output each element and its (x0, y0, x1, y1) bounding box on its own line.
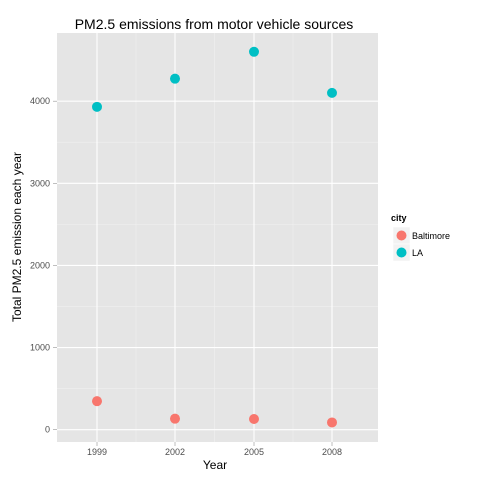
legend-key-la (396, 247, 407, 258)
point-la (249, 46, 259, 57)
legend-label-baltimore: Baltimore (412, 231, 450, 241)
y-tick-label: 1000 (30, 343, 50, 353)
legend-label-la: LA (412, 248, 423, 258)
point-baltimore (170, 413, 180, 424)
point-baltimore (92, 396, 102, 407)
x-tick-label: 2008 (322, 447, 342, 457)
x-tick-label: 2005 (244, 447, 264, 457)
y-axis-ticks: 0 1000 2000 3000 4000 (30, 96, 57, 435)
x-axis-ticks: 1999 2002 2005 2008 (87, 442, 342, 457)
major-gridlines (57, 33, 378, 442)
y-tick-label: 3000 (30, 178, 50, 188)
data-points (92, 46, 337, 428)
point-baltimore (249, 414, 259, 425)
x-axis-title: Year (203, 458, 227, 472)
point-baltimore (327, 417, 337, 428)
point-la (327, 87, 337, 98)
point-la (170, 73, 180, 84)
x-tick-label: 1999 (87, 447, 107, 457)
legend-key-baltimore (396, 230, 407, 241)
legend: city Baltimore LA (391, 213, 450, 262)
y-tick-label: 4000 (30, 96, 50, 106)
point-la (92, 101, 102, 112)
y-tick-label: 2000 (30, 260, 50, 270)
chart-title: PM2.5 emissions from motor vehicle sourc… (75, 16, 354, 32)
y-axis-title: Total PM2.5 emission each year (10, 152, 24, 322)
y-tick-label: 0 (45, 425, 50, 435)
minor-gridlines (57, 33, 378, 442)
legend-title: city (391, 213, 407, 223)
x-tick-label: 2002 (165, 447, 185, 457)
